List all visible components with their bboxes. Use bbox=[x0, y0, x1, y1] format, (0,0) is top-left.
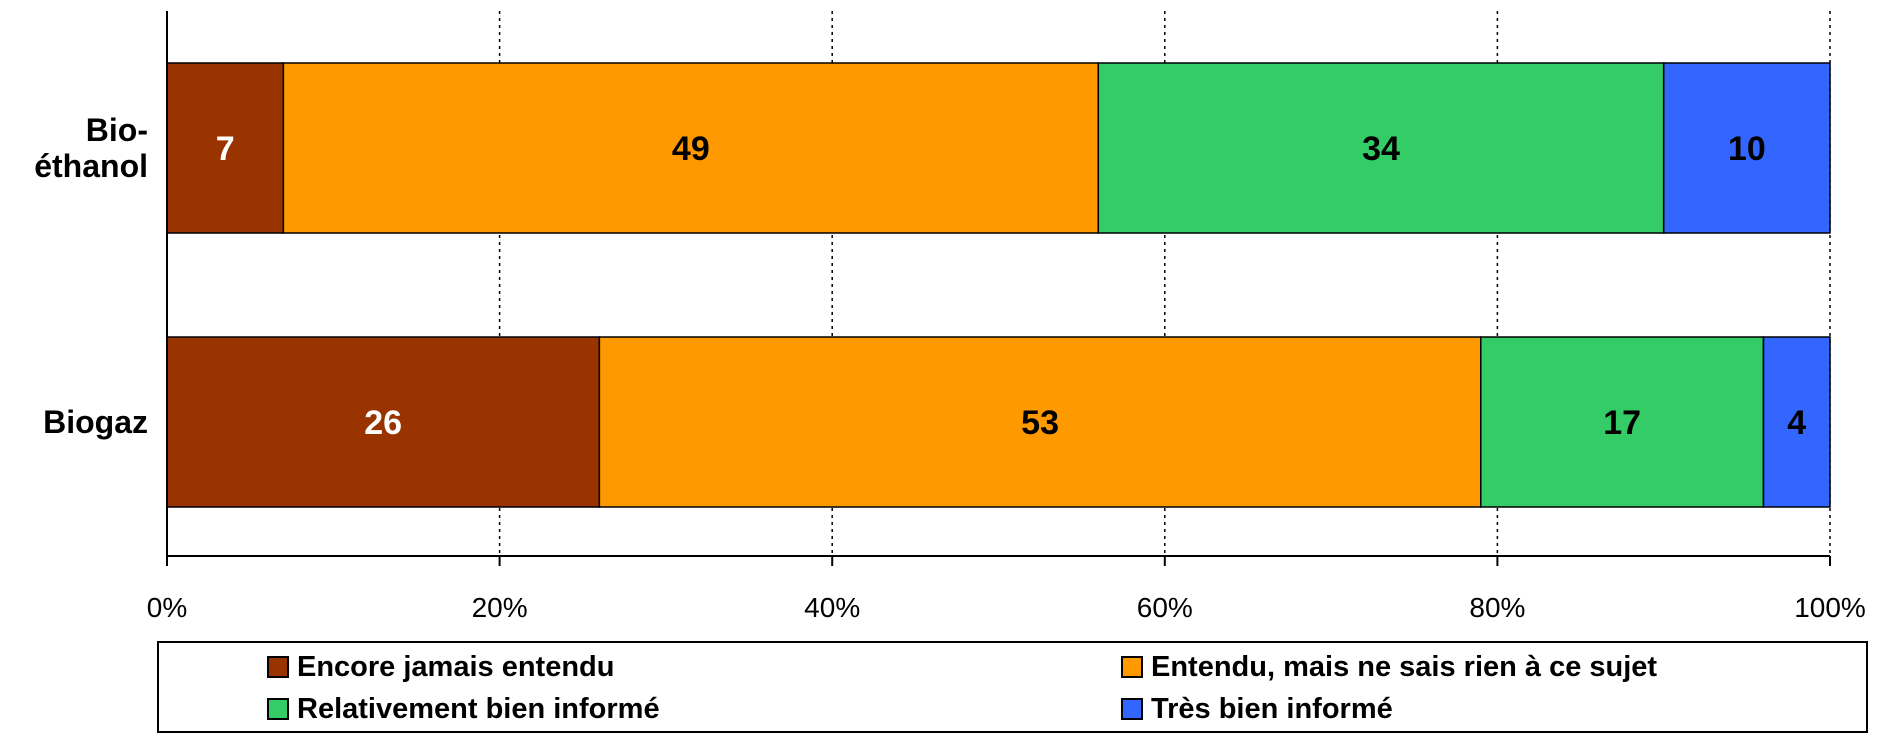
data-label: 53 bbox=[1021, 404, 1059, 442]
tick-label: 100% bbox=[1794, 592, 1866, 623]
tick-label: 0% bbox=[147, 592, 187, 623]
legend-item: Très bien informé bbox=[1121, 689, 1393, 729]
legend-swatch bbox=[267, 656, 289, 678]
category-label: Biogaz bbox=[43, 404, 148, 440]
tick-label: 60% bbox=[1137, 592, 1193, 623]
legend-label: Relativement bien informé bbox=[297, 692, 660, 725]
legend-swatch bbox=[267, 698, 289, 720]
legend-label: Encore jamais entendu bbox=[297, 650, 615, 683]
stacked-bar-chart: 7 49 34 10 26 53 17 4 0% 20% 40% 60% 80% 100% Bio-ét… bbox=[34, 11, 1866, 623]
data-label: 17 bbox=[1603, 404, 1641, 442]
data-label: 34 bbox=[1362, 130, 1400, 168]
tick-label: 80% bbox=[1469, 592, 1525, 623]
bar-segment bbox=[166, 62, 285, 234]
bar-segment bbox=[166, 336, 601, 508]
legend-label: Entendu, mais ne sais rien à ce sujet bbox=[1151, 650, 1658, 683]
data-label: 26 bbox=[364, 404, 402, 442]
data-label: 49 bbox=[672, 130, 710, 168]
bar-segment bbox=[1097, 62, 1665, 234]
category-label: Bio-éthanol bbox=[34, 112, 148, 184]
tick-label: 40% bbox=[804, 592, 860, 623]
legend-swatch bbox=[1121, 656, 1143, 678]
bar-segment bbox=[1480, 336, 1765, 508]
legend-item: Entendu, mais ne sais rien à ce sujet bbox=[1121, 647, 1657, 687]
bar-segment bbox=[598, 336, 1482, 508]
legend-item: Encore jamais entendu bbox=[267, 647, 615, 687]
bar-segment bbox=[1762, 336, 1831, 508]
bar-segment bbox=[282, 62, 1100, 234]
legend-swatch bbox=[1121, 698, 1143, 720]
data-label: 4 bbox=[1787, 404, 1806, 442]
x-axis: 0% 20% 40% 60% 80% 100% bbox=[147, 11, 1866, 623]
legend-item: Relativement bien informé bbox=[267, 689, 660, 729]
legend-label: Très bien informé bbox=[1151, 692, 1393, 725]
data-label: 10 bbox=[1728, 130, 1766, 168]
bar-segment bbox=[1662, 62, 1831, 234]
tick-label: 20% bbox=[472, 592, 528, 623]
bars: 7 49 34 10 26 53 17 4 bbox=[166, 62, 1831, 508]
data-label: 7 bbox=[216, 130, 235, 168]
legend: Encore jamais entendu Entendu, mais ne sa… bbox=[157, 641, 1868, 733]
category-labels: Bio-éthanol Biogaz bbox=[34, 112, 148, 440]
